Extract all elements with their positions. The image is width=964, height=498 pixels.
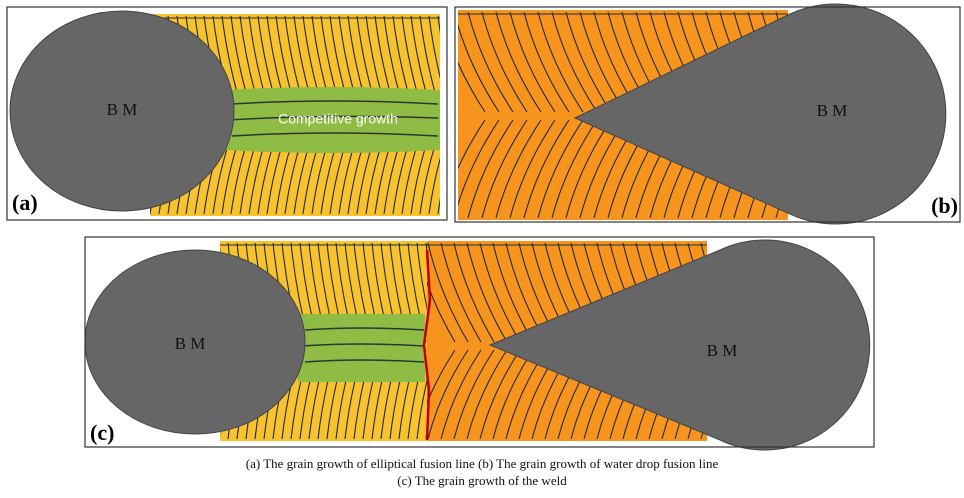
panel-label: (b) xyxy=(931,193,958,218)
base-metal-label: B M xyxy=(707,341,738,360)
base-metal-label: B M xyxy=(175,334,206,353)
grain-boundary xyxy=(438,16,460,116)
caption: (c) The grain growth of the weld xyxy=(397,473,567,488)
caption: (a) The grain growth of elliptical fusio… xyxy=(246,456,719,471)
annotation: Competitive growth xyxy=(278,111,398,127)
base-metal-label: B M xyxy=(817,101,848,120)
grain-boundary xyxy=(438,124,460,214)
competitive-zone-c xyxy=(298,314,425,382)
base-metal-label: B M xyxy=(107,100,138,119)
panel-label: (c) xyxy=(90,420,114,445)
panel-label: (a) xyxy=(12,190,38,215)
figure: B M Competitive growth (a) B M (b) B M B… xyxy=(0,0,964,498)
